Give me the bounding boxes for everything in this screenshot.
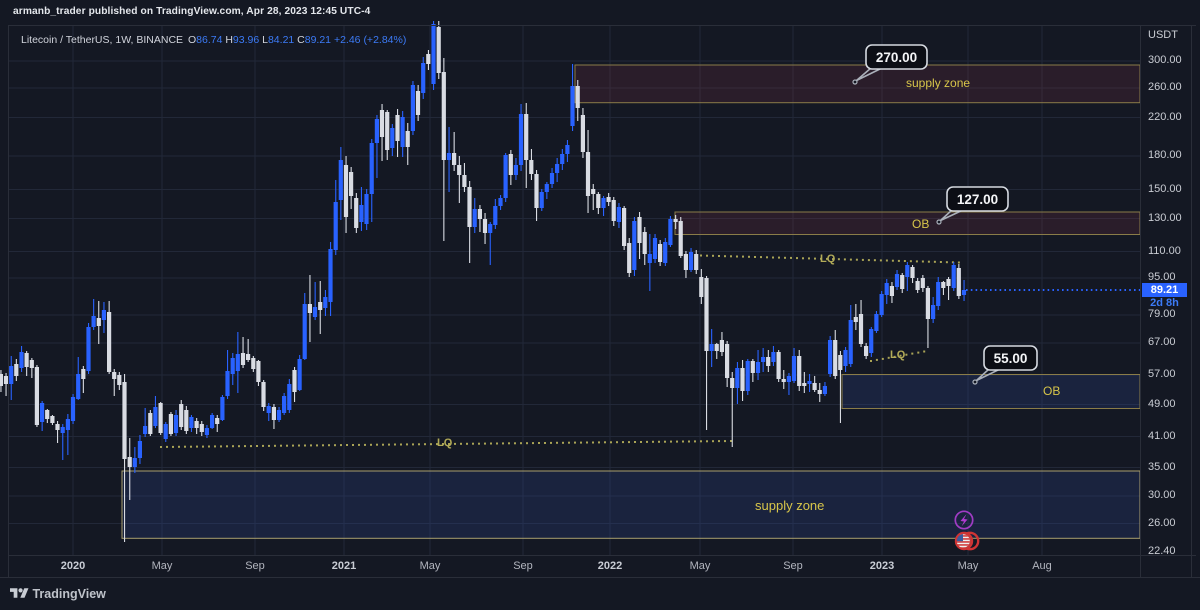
svg-text:supply zone: supply zone [755, 498, 824, 513]
svg-text:270.00: 270.00 [876, 50, 917, 65]
svg-text:LQ: LQ [437, 437, 453, 449]
svg-text:55.00: 55.00 [994, 351, 1028, 366]
svg-text:LQ: LQ [820, 253, 836, 265]
svg-text:OB: OB [1043, 384, 1060, 398]
svg-text:LQ: LQ [890, 349, 906, 361]
svg-text:OB: OB [912, 217, 929, 231]
svg-text:supply zone: supply zone [906, 76, 970, 90]
svg-text:127.00: 127.00 [957, 192, 998, 207]
